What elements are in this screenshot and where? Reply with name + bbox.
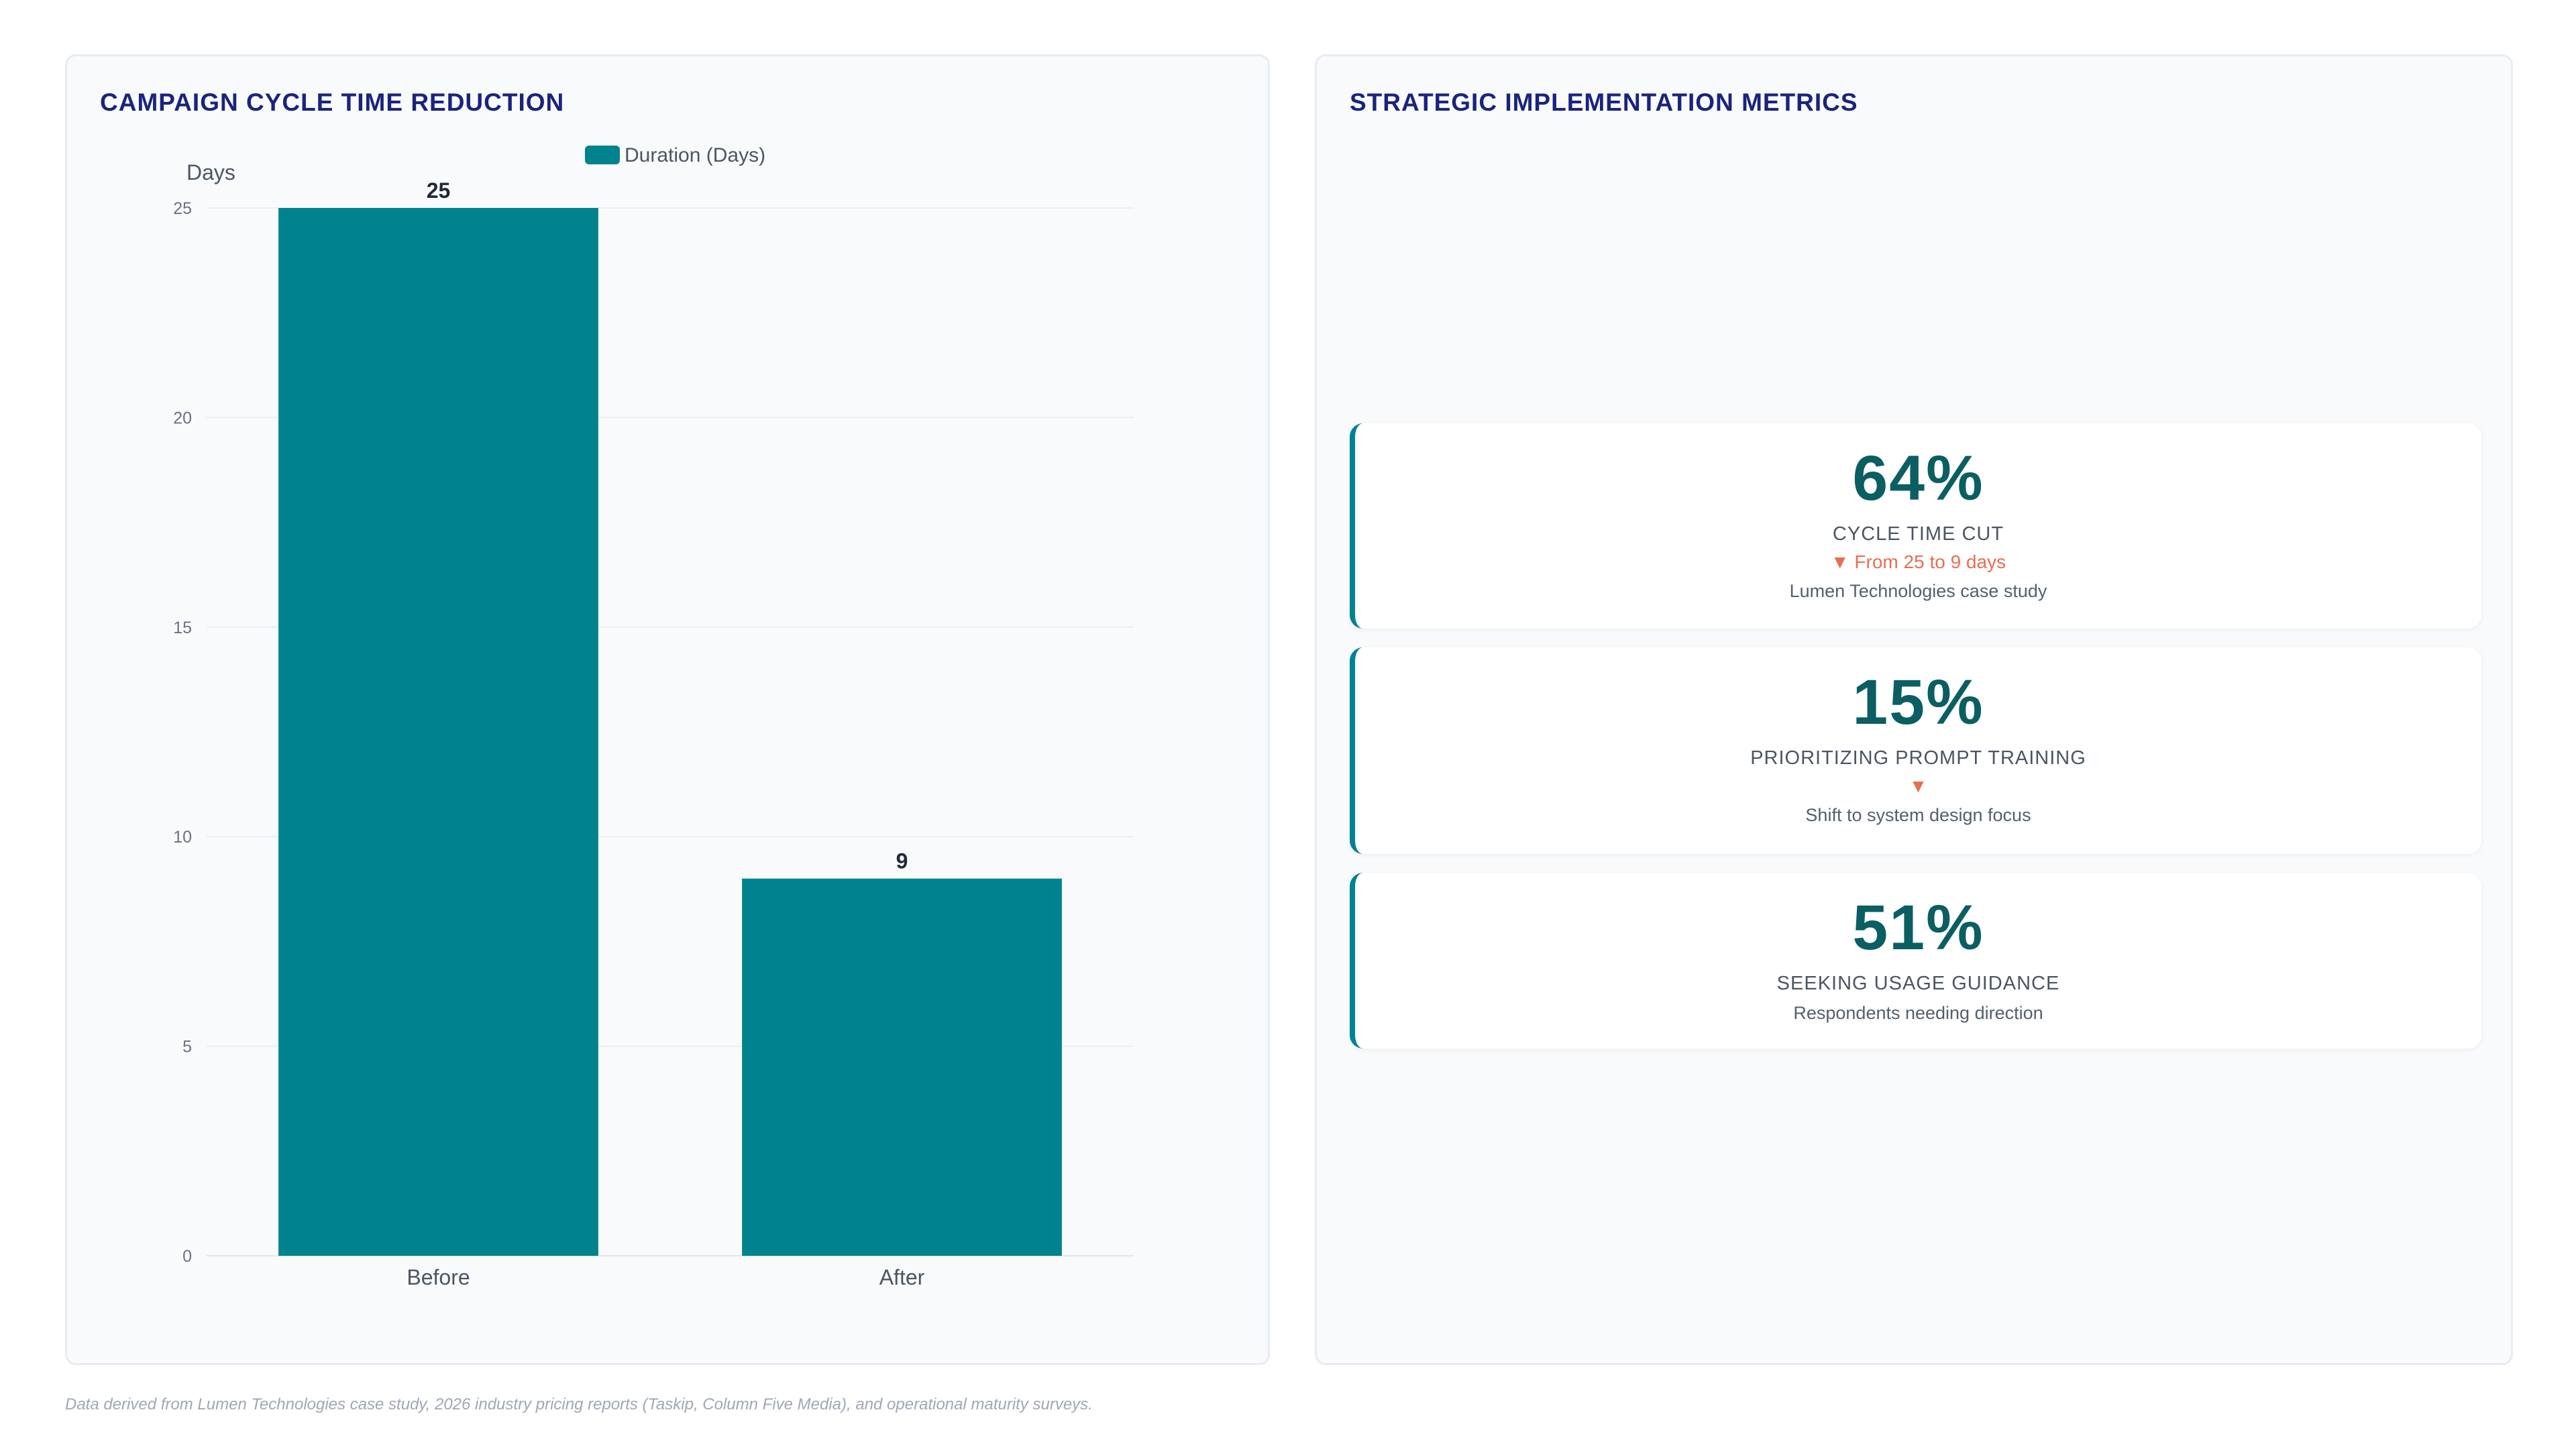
metrics-panel: STRATEGIC IMPLEMENTATION METRICS 64% CYC…: [1315, 54, 2513, 1365]
chart-panel-title: CAMPAIGN CYCLE TIME REDUCTION: [100, 89, 565, 116]
cycle-time-chart-panel: CAMPAIGN CYCLE TIME REDUCTION 0 5 10 15 20 25…: [65, 54, 1270, 1365]
metric-label: SEEKING USAGE GUIDANCE: [1776, 973, 2060, 994]
legend-label: Duration (Days): [625, 144, 765, 166]
metric-label: PRIORITIZING PROMPT TRAINING: [1750, 747, 2086, 769]
source-footnote: Data derived from Lumen Technologies cas…: [65, 1395, 1093, 1413]
metric-change-indicator: ▼ From 25 to 9 days: [1830, 551, 2006, 572]
bar-value-label: 25: [427, 178, 451, 203]
metric-change-indicator: ▼: [1909, 775, 1928, 796]
metric-value: 51%: [1852, 892, 1984, 963]
y-tick-label: 15: [173, 619, 192, 637]
x-category-label: After: [879, 1265, 925, 1289]
metric-note: Lumen Technologies case study: [1789, 580, 2047, 601]
metric-note: Respondents needing direction: [1793, 1002, 2043, 1023]
x-category-label: Before: [407, 1265, 470, 1289]
y-tick-label: 25: [173, 199, 192, 218]
metric-card-usage-guidance: 51% SEEKING USAGE GUIDANCE Respondents n…: [1350, 873, 2481, 1049]
metric-value: 64%: [1852, 443, 1984, 514]
y-tick-label: 5: [182, 1038, 192, 1057]
y-axis-title: Days: [186, 160, 235, 184]
bar-value-label: 9: [896, 849, 908, 873]
metric-value: 15%: [1852, 667, 1984, 738]
metrics-panel-title: STRATEGIC IMPLEMENTATION METRICS: [1350, 89, 1858, 116]
y-tick-label: 0: [182, 1247, 192, 1266]
bar-before: [278, 208, 598, 1256]
legend-swatch: [585, 146, 620, 164]
metric-label: CYCLE TIME CUT: [1832, 523, 2004, 545]
metric-card-list: 64% CYCLE TIME CUT ▼ From 25 to 9 days L…: [1350, 423, 2481, 1067]
y-tick-label: 10: [173, 828, 192, 847]
metric-card-cycle-time: 64% CYCLE TIME CUT ▼ From 25 to 9 days L…: [1350, 423, 2481, 629]
metric-note: Shift to system design focus: [1805, 804, 2031, 825]
cycle-time-bar-chart: 0 5 10 15 20 25 Days Duration (Days) 25 Before 9 Af…: [173, 144, 1134, 1289]
bar-after: [742, 878, 1062, 1256]
metric-card-prompt-training: 15% PRIORITIZING PROMPT TRAINING ▼ Shift…: [1350, 647, 2481, 854]
y-tick-label: 20: [173, 409, 192, 427]
